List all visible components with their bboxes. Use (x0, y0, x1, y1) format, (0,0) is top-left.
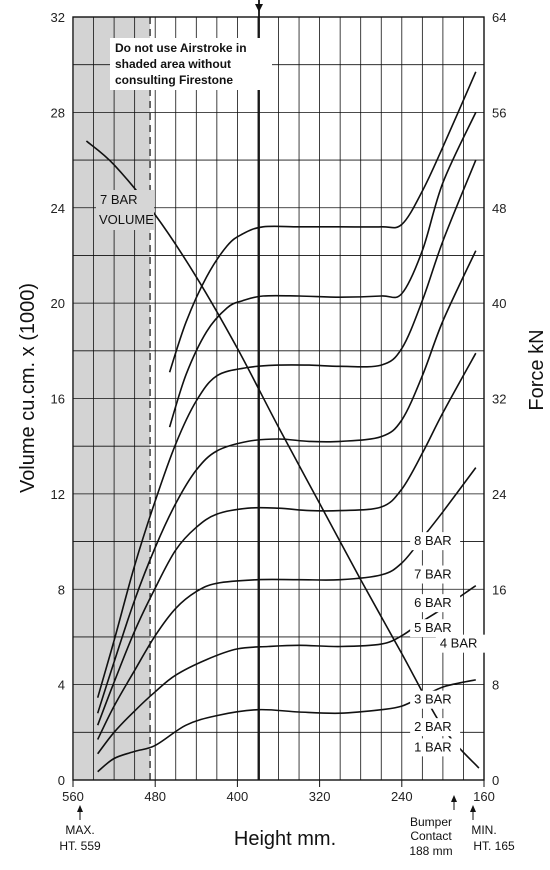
y-axis-left-title: Volume cu.cm. x (1000) (17, 283, 39, 493)
series-label-background (410, 718, 461, 737)
series-label: 8 BAR (414, 533, 452, 548)
series-label-background (410, 594, 461, 613)
warning-note: Do not use Airstroke in shaded area with… (110, 38, 272, 90)
series-line-7-bar (168, 112, 477, 428)
series-label: 4 BAR (440, 636, 478, 651)
y-right-tick-label: 8 (492, 678, 499, 693)
y-left-tick-label: 8 (58, 582, 65, 597)
series-label: 5 BAR (414, 620, 452, 635)
x-axis-title: Height mm. (234, 828, 336, 850)
y-right-tick-label: 24 (492, 487, 506, 502)
min-height-arrow-head (470, 805, 476, 812)
series-line-8-bar (168, 71, 477, 373)
series-label: 6 BAR (414, 595, 452, 610)
bumper-line-2: Contact (410, 829, 452, 843)
y-left-tick-label: 20 (51, 296, 65, 311)
min-height-line-1: MIN. (471, 823, 496, 837)
max-height-note: MAX. HT. 559 (59, 805, 101, 853)
warning-line-3: consulting Firestone (115, 73, 233, 87)
y-left-tick-label: 24 (51, 201, 65, 216)
plot-frame (72, 16, 485, 781)
y-right-tick-label: 56 (492, 105, 506, 120)
y-left-tick-label: 4 (58, 678, 65, 693)
x-tick-label: 240 (391, 789, 413, 804)
bumper-arrow-head (451, 795, 457, 802)
series-line-4-bar (96, 352, 477, 726)
series-label: 7 BAR (414, 567, 452, 582)
series-label-background (410, 738, 461, 757)
y-right-tick-label: 0 (492, 773, 499, 788)
warning-note-background (110, 38, 272, 90)
volume-label-line-2: VOLUME (99, 212, 154, 227)
max-height-line-2: HT. 559 (59, 839, 101, 853)
series-label: 1 BAR (414, 739, 452, 754)
y-left-tick-label: 32 (51, 10, 65, 25)
y-right-tick-label: 48 (492, 201, 506, 216)
volume-label-line-1: 7 BAR (100, 192, 138, 207)
x-tick-label: 400 (227, 789, 249, 804)
max-height-arrow-head (77, 805, 83, 812)
warning-line-2: shaded area without (115, 57, 231, 71)
series-label-background (410, 619, 461, 638)
volume-label-background (96, 190, 154, 230)
y-left-tick-label: 12 (51, 487, 65, 502)
x-tick-label: 160 (473, 789, 495, 804)
y-right-tick-label: 32 (492, 392, 506, 407)
series-label-background (410, 565, 461, 584)
bumper-line-1: Bumper (410, 815, 452, 829)
x-tick-label: 560 (62, 789, 84, 804)
x-tick-label: 480 (144, 789, 166, 804)
labels-layer: 560 480 400 320 240 1600481216202428320816243… (51, 10, 507, 804)
series-label-background (410, 532, 461, 551)
y-axis-right-title: Force kN (526, 329, 548, 410)
series-line-1-bar (97, 679, 476, 773)
warning-line-1: Do not use Airstroke in (115, 41, 247, 55)
y-left-tick-label: 16 (51, 392, 65, 407)
series-line-6-bar (96, 159, 477, 698)
min-height-note: MIN. HT. 165 (470, 805, 515, 853)
series-label: 2 BAR (414, 719, 452, 734)
reference-arrow (255, 4, 263, 12)
series-label: 3 BAR (414, 692, 452, 707)
y-right-tick-label: 40 (492, 296, 506, 311)
series-label-background (410, 690, 461, 709)
max-height-line-1: MAX. (65, 823, 94, 837)
bumper-line-3: 188 mm (409, 844, 452, 858)
volume-label: 7 BAR VOLUME (96, 190, 154, 230)
y-right-tick-label: 64 (492, 10, 506, 25)
y-left-tick-label: 0 (58, 773, 65, 788)
y-right-tick-label: 16 (492, 582, 506, 597)
x-tick-label: 320 (309, 789, 331, 804)
y-left-tick-label: 28 (51, 105, 65, 120)
series-line-5-bar (96, 250, 477, 714)
bumper-contact-note: Bumper Contact 188 mm (409, 795, 457, 858)
series-label-background (435, 634, 486, 653)
min-height-line-2: HT. 165 (473, 839, 515, 853)
